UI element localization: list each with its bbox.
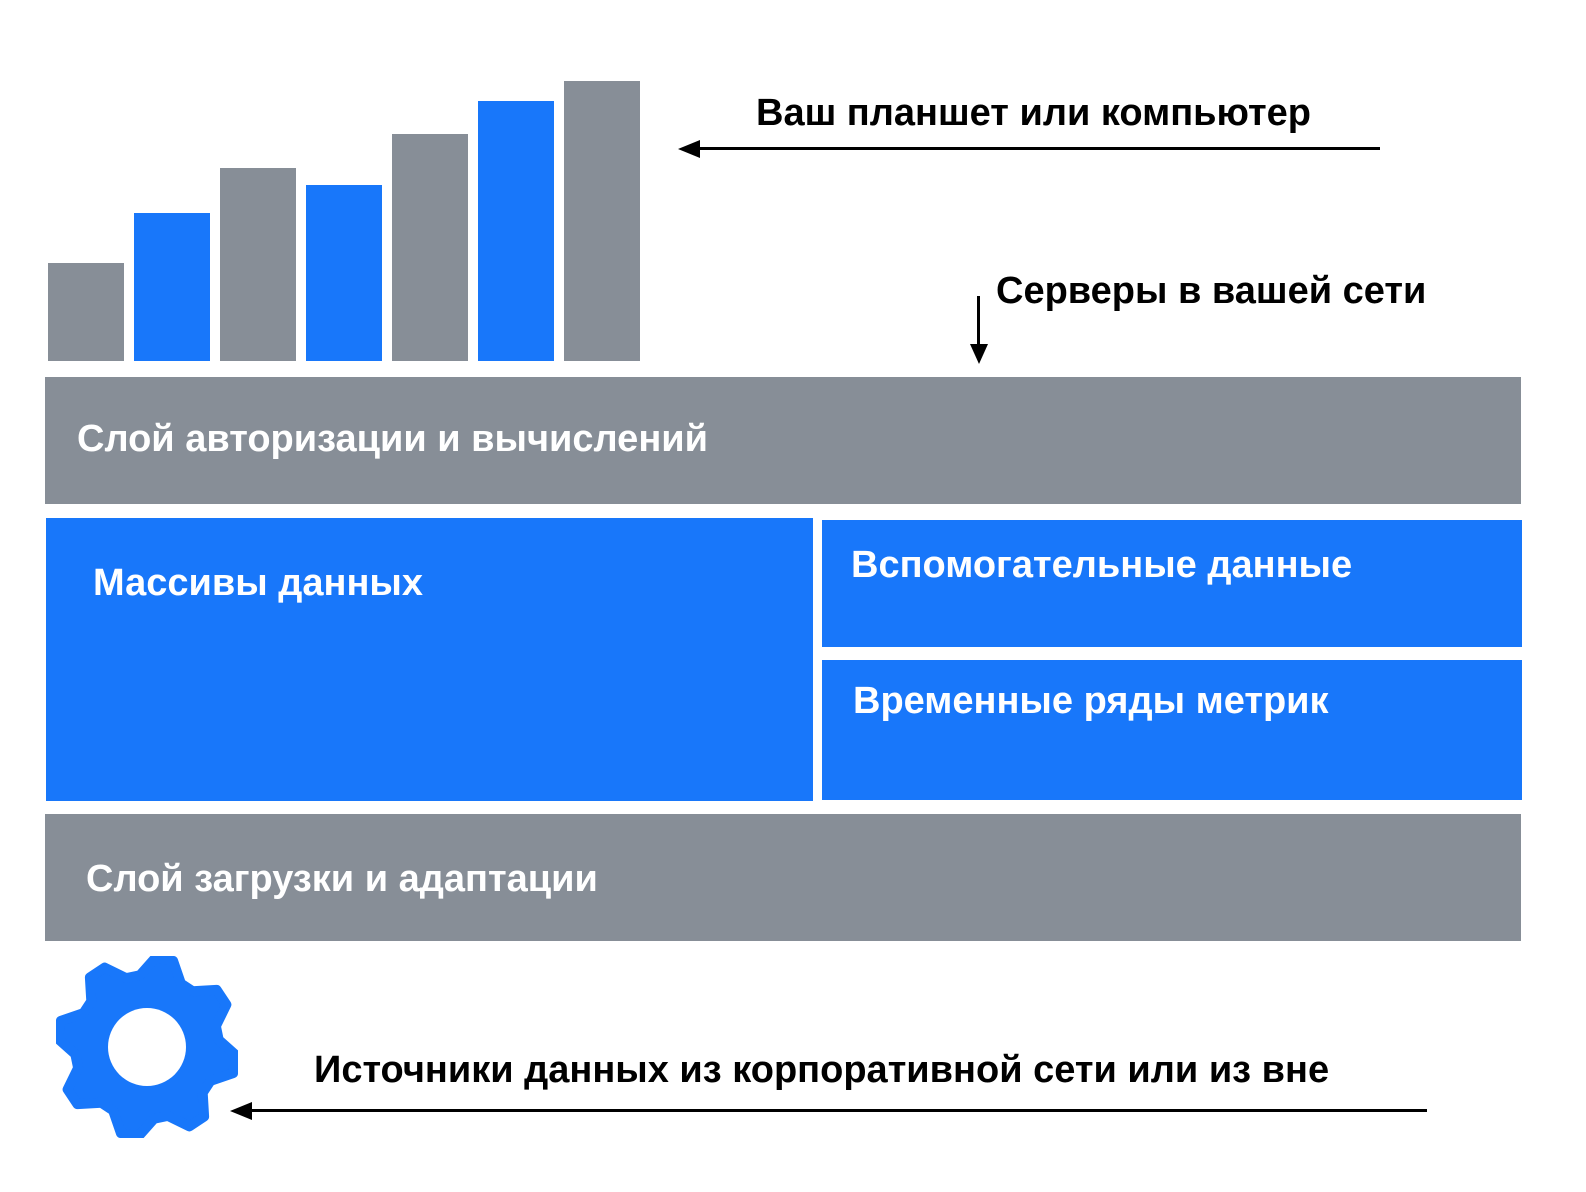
arrow-left-icon [678,140,700,158]
sources-caption: Источники данных из корпоративной сети и… [314,1049,1330,1091]
bar-1 [48,263,124,361]
auth-layer: Слой авторизации и вычислений [45,377,1521,504]
ingest-layer: Слой загрузки и адаптации [45,814,1521,941]
servers-caption: Серверы в вашей сети [996,270,1427,312]
auxiliary-data-label: Вспомогательные данные [851,544,1353,586]
arrow-down-icon [970,344,988,364]
bar-chart-icon [0,0,700,380]
data-arrays-block: Массивы данных [46,518,813,801]
ingest-layer-label: Слой загрузки и адаптации [86,858,598,900]
auth-layer-label: Слой авторизации и вычислений [77,418,708,460]
bar-5 [392,134,468,361]
time-series-label: Временные ряды метрик [853,680,1329,722]
client-caption: Ваш планшет или компьютер [756,92,1311,134]
bar-3 [220,168,296,361]
client-arrow-line [690,147,1380,150]
data-arrays-label: Массивы данных [93,562,423,604]
bar-6 [478,101,554,361]
sources-arrow-line [244,1109,1427,1112]
arrow-left-icon [230,1102,252,1120]
time-series-block: Временные ряды метрик [822,660,1522,800]
bar-2 [134,213,210,361]
gear-icon [56,956,238,1138]
auxiliary-data-block: Вспомогательные данные [822,520,1522,647]
bar-7 [564,81,640,361]
servers-arrow-line [977,296,980,350]
bar-4 [306,185,382,361]
